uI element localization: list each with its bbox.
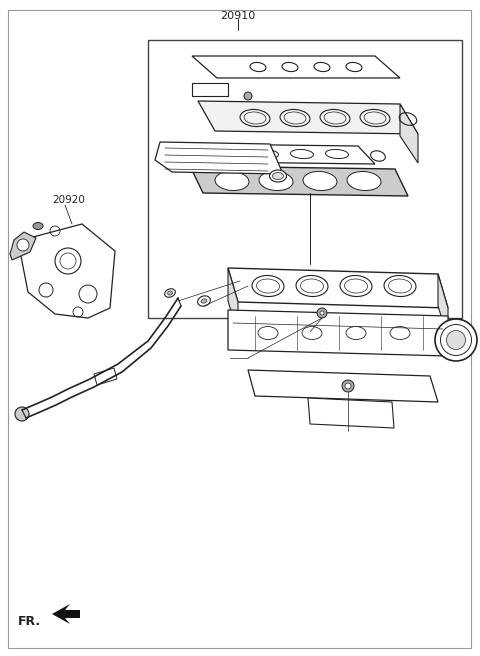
Ellipse shape xyxy=(168,291,172,295)
Ellipse shape xyxy=(215,171,249,190)
Polygon shape xyxy=(228,268,238,334)
Circle shape xyxy=(342,380,354,392)
Ellipse shape xyxy=(33,222,43,230)
Polygon shape xyxy=(438,274,448,338)
Circle shape xyxy=(15,407,29,421)
Polygon shape xyxy=(248,370,438,402)
Polygon shape xyxy=(192,83,228,96)
Bar xyxy=(148,40,462,318)
Polygon shape xyxy=(52,604,80,624)
Ellipse shape xyxy=(273,173,284,180)
Ellipse shape xyxy=(446,331,466,350)
Polygon shape xyxy=(10,232,36,260)
Text: FR.: FR. xyxy=(18,615,41,628)
Ellipse shape xyxy=(347,171,381,190)
Polygon shape xyxy=(198,101,418,134)
Text: 20920: 20920 xyxy=(52,195,85,205)
Ellipse shape xyxy=(201,299,207,303)
Polygon shape xyxy=(195,144,375,164)
Polygon shape xyxy=(190,166,408,196)
Polygon shape xyxy=(228,268,448,308)
Ellipse shape xyxy=(259,171,293,190)
Polygon shape xyxy=(308,398,394,428)
Ellipse shape xyxy=(269,170,287,182)
Ellipse shape xyxy=(435,319,477,361)
Ellipse shape xyxy=(165,289,175,297)
Circle shape xyxy=(320,311,324,315)
Circle shape xyxy=(17,239,29,251)
Polygon shape xyxy=(155,142,283,174)
Circle shape xyxy=(317,308,327,318)
Text: 20910: 20910 xyxy=(220,11,256,21)
Ellipse shape xyxy=(303,171,337,190)
Polygon shape xyxy=(192,56,400,78)
Polygon shape xyxy=(228,310,448,356)
Polygon shape xyxy=(94,368,117,385)
Polygon shape xyxy=(400,104,418,163)
Ellipse shape xyxy=(198,296,210,306)
Polygon shape xyxy=(18,224,115,318)
Circle shape xyxy=(244,92,252,100)
Circle shape xyxy=(345,383,351,389)
